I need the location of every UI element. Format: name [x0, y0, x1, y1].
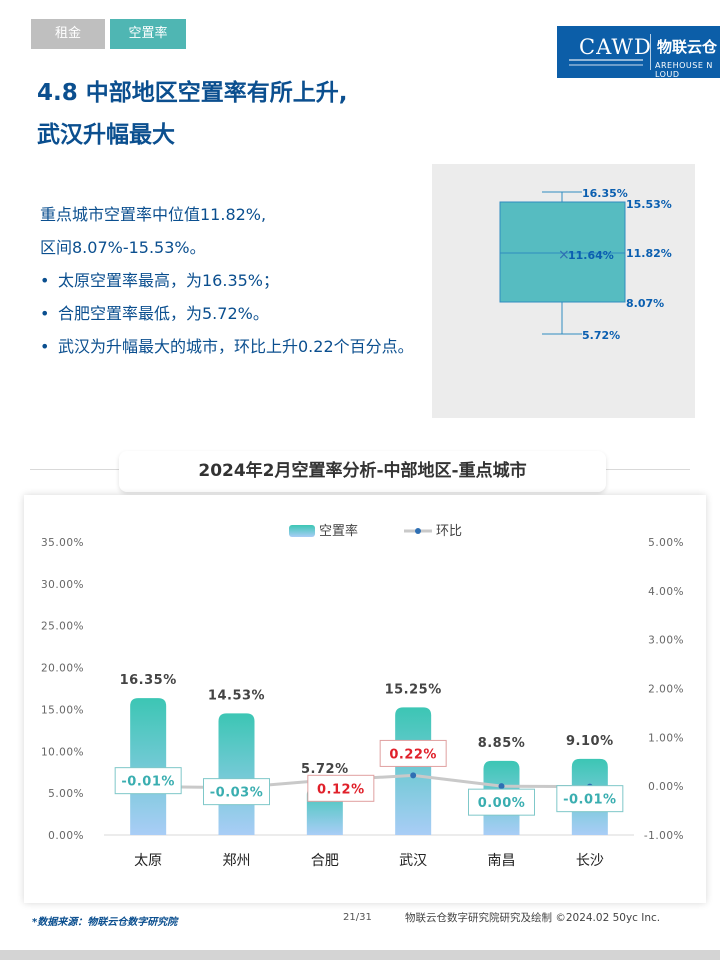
summary-bullet: 太原空置率最高，为16.35%；: [40, 264, 420, 297]
left-axis-tick-label: 30.00%: [41, 579, 84, 591]
cawd-logo: CAWD 物联云仓 AREHOUSE N LOUD: [557, 26, 720, 78]
left-axis-tick-label: 5.00%: [48, 788, 84, 800]
legend-bar-label: 空置率: [319, 523, 358, 539]
left-axis-tick-label: 0.00%: [48, 830, 84, 842]
logo-wordmark: CAWD: [565, 30, 651, 74]
boxplot-q1-label: 8.07%: [626, 297, 664, 310]
mom-change-label: 0.12%: [317, 782, 365, 797]
bar-value-label: 15.25%: [385, 682, 442, 697]
category-label: 太原: [134, 853, 162, 869]
left-axis-tick-label: 20.00%: [41, 663, 84, 675]
mom-change-label: 0.00%: [478, 796, 526, 811]
right-axis-tick-label: 2.00%: [648, 684, 684, 696]
chart-title: 2024年2月空置率分析-中部地区-重点城市: [119, 451, 606, 492]
boxplot-median-label: 11.82%: [626, 247, 672, 260]
summary-bullet: 合肥空置率最低，为5.72%。: [40, 297, 420, 330]
category-label: 南昌: [488, 853, 516, 869]
logo-brand-text: CAWD: [579, 35, 652, 59]
boxplot-max-label: 16.35%: [582, 187, 628, 200]
category-label: 郑州: [223, 853, 251, 869]
logo-decoration: [569, 59, 643, 61]
legend-line-marker: [415, 528, 421, 534]
left-axis-tick-label: 25.00%: [41, 621, 84, 633]
tab-rent[interactable]: 租金: [31, 19, 105, 49]
left-axis-tick-label: 15.00%: [41, 704, 84, 716]
tab-vacancy-rate[interactable]: 空置率: [110, 19, 186, 49]
page-title: 4.8 中部地区空置率有所上升, 武汉升幅最大: [37, 72, 457, 156]
logo-en-text: AREHOUSE N LOUD: [655, 61, 713, 78]
footer-credit: 物联云仓数字研究院研究及绘制 ©2024.02 50yc Inc.: [405, 912, 661, 924]
boxplot-box: [499, 201, 626, 303]
right-axis-tick-label: 3.00%: [648, 635, 684, 647]
right-axis-tick-label: 5.00%: [648, 537, 684, 549]
mom-change-label-box: [114, 767, 182, 795]
mom-change-label-box: [203, 778, 270, 806]
bar-value-label: 14.53%: [208, 688, 265, 703]
bar: [218, 713, 255, 835]
right-axis-tick-label: 0.00%: [648, 781, 684, 793]
summary-line: 区间8.07%-15.53%。: [40, 238, 206, 257]
vacancy-chart: 35.00% 30.00% 25.00% 20.00% 15.00% 10.00% 5.00…: [41, 523, 684, 869]
bar-value-label: 8.85%: [478, 736, 526, 751]
mom-change-marker: [410, 772, 417, 779]
mom-change-label: -0.01%: [121, 775, 175, 790]
legend-bar-swatch: [289, 525, 315, 537]
mom-change-label: -0.01%: [563, 793, 617, 808]
boxplot-mean-marker: ×: [558, 247, 570, 263]
bar-value-label: 5.72%: [301, 762, 349, 777]
mom-change-label: 0.22%: [389, 747, 437, 762]
boxplot-q3-label: 15.53%: [626, 198, 672, 211]
mom-change-marker: [498, 783, 505, 790]
summary-text: 重点城市空置率中位值11.82%, 区间8.07%-15.53%。 太原空置率最…: [40, 198, 420, 363]
boxplot-panel: × 16.35% 15.53% 11.64% 11.82% 8.07% 5.72…: [432, 164, 695, 418]
right-axis-tick-label: 1.00%: [648, 732, 684, 744]
logo-cn-text: 物联云仓: [657, 38, 718, 56]
category-label: 合肥: [311, 853, 339, 869]
mom-change-label-box: [307, 774, 375, 802]
logo-decoration: [569, 64, 643, 66]
mom-change-label-box: [468, 788, 535, 816]
logo-divider: [650, 34, 651, 70]
category-label: 长沙: [576, 853, 604, 869]
bar: [395, 707, 432, 835]
boxplot-min-label: 5.72%: [582, 329, 620, 342]
category-label: 武汉: [399, 853, 427, 869]
left-axis-tick-label: 10.00%: [41, 746, 84, 758]
left-axis-tick-label: 35.00%: [41, 537, 84, 549]
right-axis-tick-label: -1.00%: [644, 830, 684, 842]
summary-line: 重点城市空置率中位值11.82%,: [40, 205, 267, 224]
data-source-note: *数据来源：物联云仓数字研究院: [32, 917, 178, 928]
right-axis-tick-label: 4.00%: [648, 586, 684, 598]
page-title-line2: 武汉升幅最大: [37, 122, 175, 148]
summary-bullet: 武汉为升幅最大的城市，环比上升0.22个百分点。: [40, 330, 420, 363]
boxplot-mean-label: 11.64%: [568, 249, 614, 262]
bottom-bar: [0, 950, 720, 960]
mom-change-label-box: [556, 785, 624, 813]
mom-change-label: -0.03%: [210, 786, 264, 801]
bar-value-label: 16.35%: [120, 673, 177, 688]
boxplot-chart: × 16.35% 15.53% 11.64% 11.82% 8.07% 5.72…: [499, 187, 672, 342]
legend-line-label: 环比: [436, 524, 462, 539]
page-title-line1: 4.8 中部地区空置率有所上升,: [37, 80, 348, 106]
mom-change-label-box: [379, 739, 447, 767]
bar: [130, 698, 167, 835]
page-number: 21/31: [343, 912, 372, 923]
bar-value-label: 9.10%: [566, 734, 614, 749]
